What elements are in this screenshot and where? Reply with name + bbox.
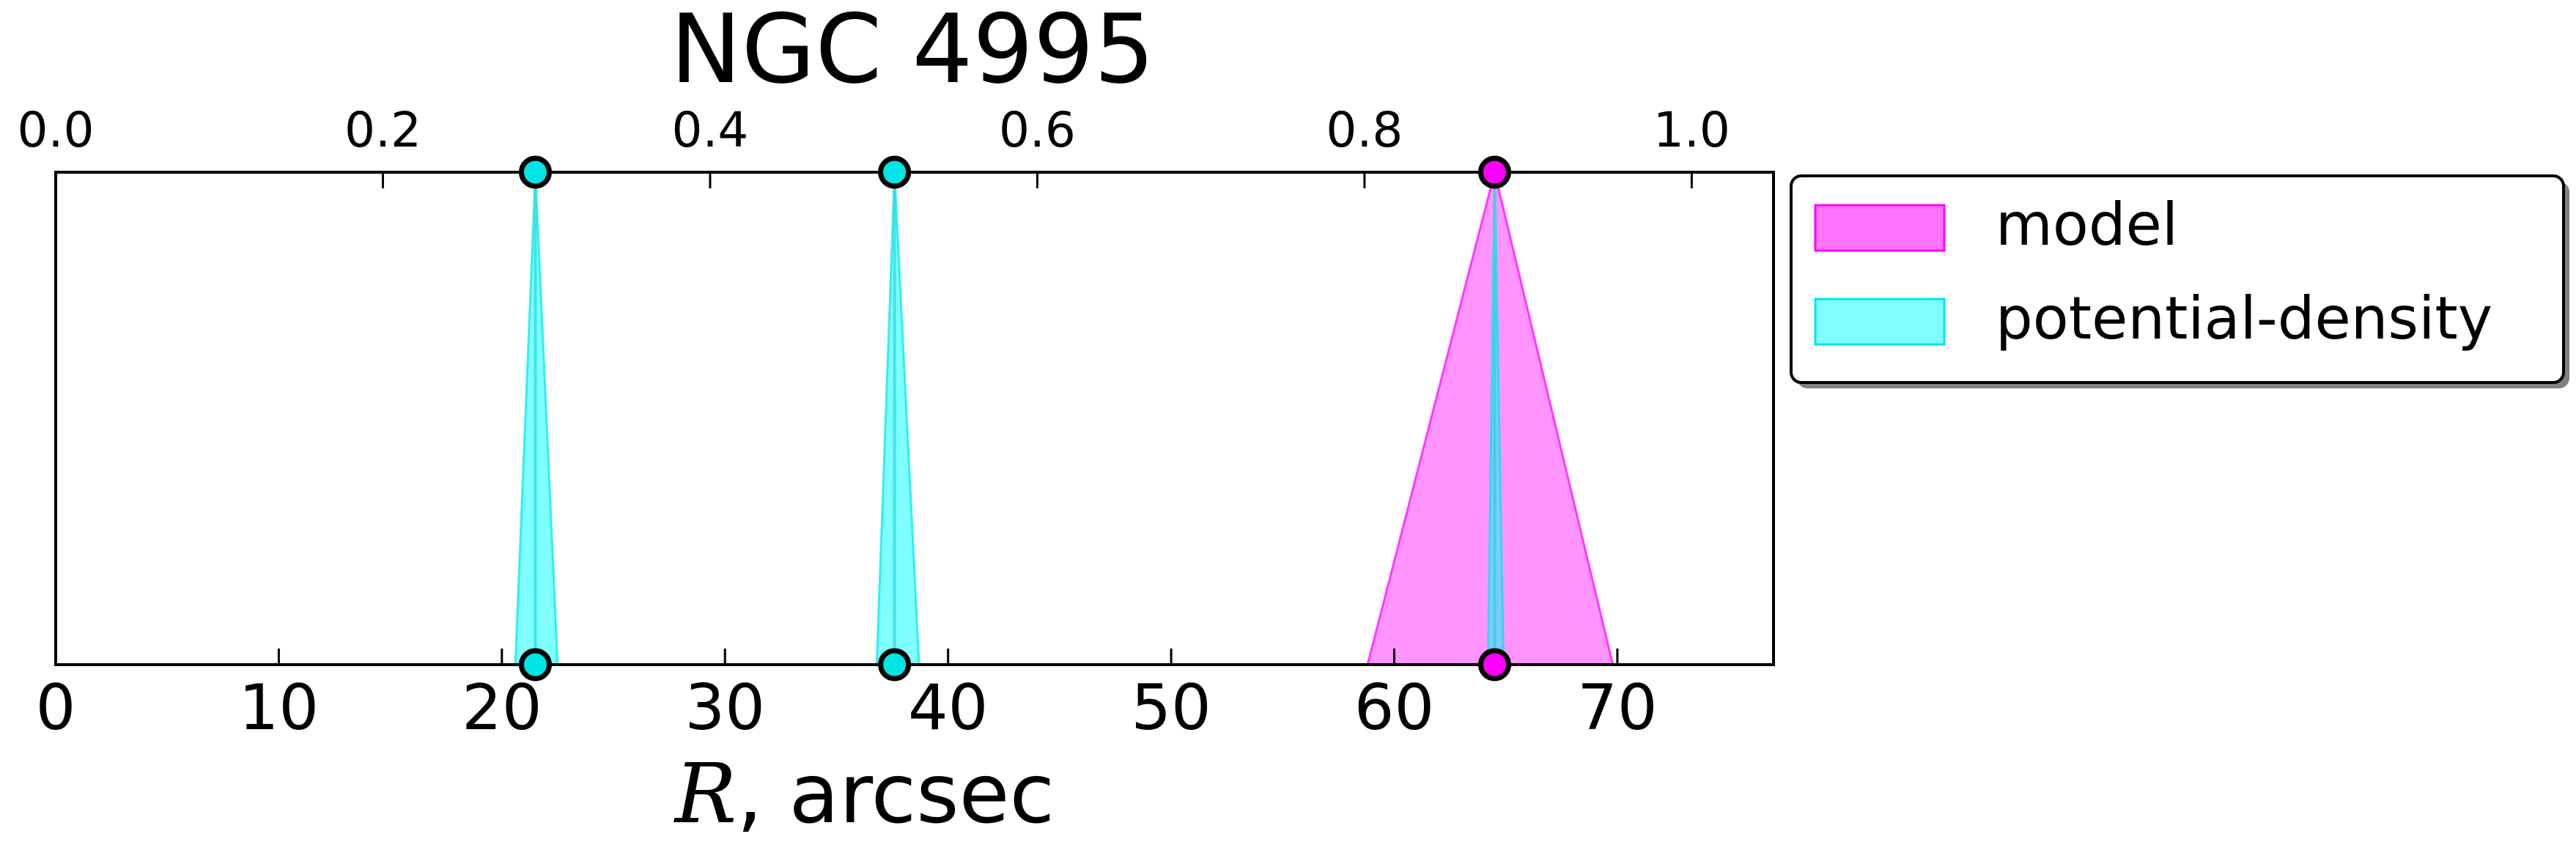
marker-1-bottom <box>878 648 912 682</box>
legend-swatch-potential-density <box>1814 298 1946 346</box>
marker-0-bottom <box>518 648 552 682</box>
marker-0-top <box>518 155 552 189</box>
chart-title: NGC 4995 <box>671 0 1155 105</box>
top-tick-label-4: 0.8 <box>1326 102 1403 158</box>
bottom-tick-label-7: 70 <box>1577 671 1657 745</box>
top-tick-label-2: 0.4 <box>671 102 748 158</box>
bottom-tick-label-3: 30 <box>685 671 765 745</box>
markers-layer <box>518 155 1511 682</box>
marker-1-top <box>878 155 912 189</box>
marker-2-top <box>1477 155 1511 189</box>
bands-layer <box>514 171 1614 666</box>
plot-frame <box>54 171 1775 666</box>
legend-label-potential-density: potential-density <box>1996 284 2492 352</box>
bottom-tick-label-5: 50 <box>1131 671 1211 745</box>
legend: model potential-density <box>1790 174 2569 388</box>
ticks-layer: 0 10 20 30 40 50 60 70 0.0 0.2 0.4 0.6 0.8 1.0 <box>18 102 1730 745</box>
bottom-tick-label-1: 10 <box>239 671 319 745</box>
marker-2-bottom <box>1477 648 1511 682</box>
bottom-tick-label-0: 0 <box>36 671 76 745</box>
x-axis-label-unit: , arcsec <box>737 747 1055 842</box>
top-tick-label-3: 0.6 <box>999 102 1076 158</box>
legend-swatch-model <box>1814 204 1946 252</box>
bottom-tick-label-6: 60 <box>1354 671 1434 745</box>
legend-box <box>1790 174 2565 384</box>
top-tick-label-5: 1.0 <box>1653 102 1730 158</box>
top-tick-label-1: 0.2 <box>344 102 421 158</box>
x-axis-label: R, arcsec <box>673 747 1055 842</box>
top-tick-label-0: 0.0 <box>18 102 95 158</box>
band-potential-density-1 <box>875 171 920 666</box>
legend-label-model: model <box>1996 191 2178 259</box>
bottom-tick-label-2: 20 <box>462 671 542 745</box>
bottom-tick-label-4: 40 <box>908 671 988 745</box>
x-axis-label-symbol: R <box>673 747 737 842</box>
